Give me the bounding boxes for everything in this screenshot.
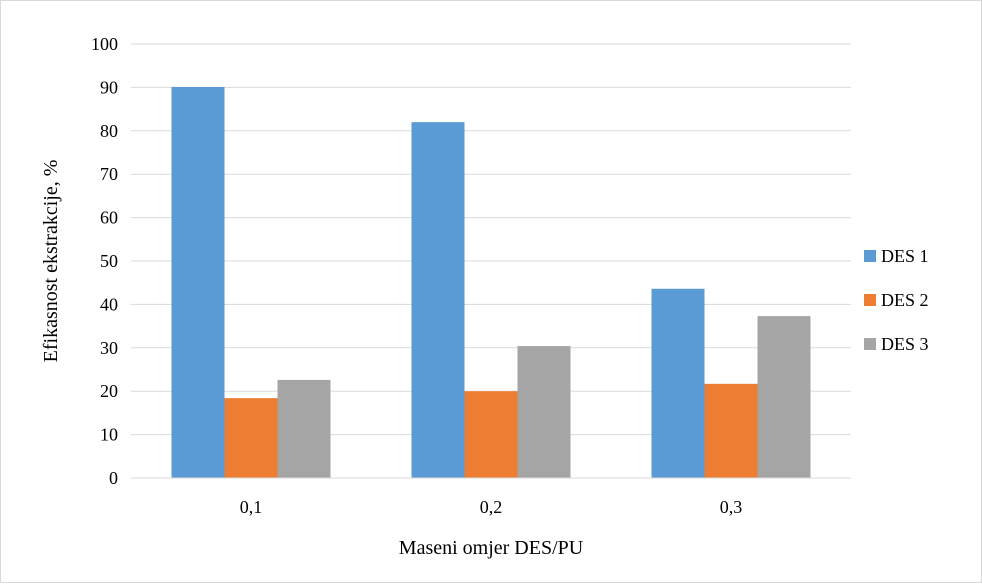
- y-tick-label: 50: [100, 251, 118, 271]
- y-tick-label: 20: [100, 381, 118, 401]
- legend-swatch: [864, 294, 876, 306]
- bar-des-3-2: [517, 346, 571, 478]
- y-tick-label: 100: [91, 34, 118, 54]
- bar-des-1-1: [171, 86, 225, 478]
- legend-item-des-3[interactable]: DES 3: [864, 334, 929, 354]
- y-tick-label: 90: [100, 77, 118, 97]
- y-tick-label: 40: [100, 294, 118, 314]
- legend-swatch: [864, 250, 876, 262]
- y-tick-label: 70: [100, 164, 118, 184]
- bar-des-2-3: [704, 383, 758, 478]
- legend-item-des-1[interactable]: DES 1: [864, 246, 929, 266]
- bar-des-1-3: [651, 288, 705, 478]
- bar-des-3-1: [277, 379, 331, 478]
- legend[interactable]: DES 1 DES 2 DES 3: [864, 246, 929, 354]
- legend-label: DES 2: [881, 290, 929, 310]
- y-tick-label: 30: [100, 338, 118, 358]
- legend-item-des-2[interactable]: DES 2: [864, 290, 929, 310]
- bar-des-2-2: [464, 391, 518, 478]
- y-tick-label: 10: [100, 425, 118, 445]
- legend-label: DES 1: [881, 246, 929, 266]
- x-tick-label: 0,1: [240, 497, 263, 517]
- bars: [171, 86, 811, 479]
- bar-des-3-3: [757, 316, 811, 478]
- x-tick-label: 0,2: [480, 497, 503, 517]
- legend-swatch: [864, 338, 876, 350]
- x-tick-label: 0,3: [720, 497, 743, 517]
- x-axis-title: Maseni omjer DES/PU: [399, 537, 584, 559]
- axes: 0 10 20 30 40 50 60 70 80 90 100 0,1 0,2 0,3: [91, 34, 851, 517]
- y-tick-label: 60: [100, 208, 118, 228]
- y-tick-label: 80: [100, 121, 118, 141]
- bar-des-1-2: [411, 122, 465, 479]
- legend-label: DES 3: [881, 334, 929, 354]
- y-tick-label: 0: [109, 468, 118, 488]
- bar-des-2-1: [224, 398, 278, 478]
- y-axis-title: Efikasnost ekstrakcije, %: [40, 160, 62, 363]
